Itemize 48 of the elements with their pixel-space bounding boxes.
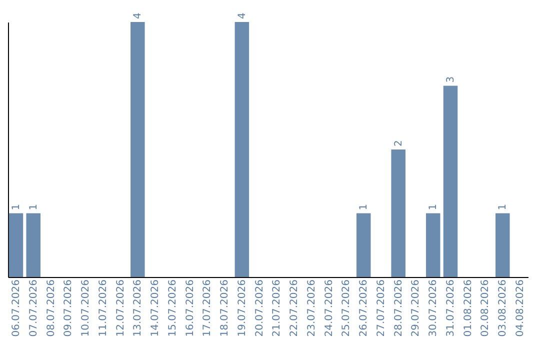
bar: [130, 22, 145, 277]
data-label: 1: [428, 204, 440, 210]
data-label: 1: [358, 204, 370, 210]
x-tick-label: 23.07.2026: [306, 280, 318, 337]
x-tick-label: 26.07.2026: [358, 280, 370, 337]
data-label: 4: [236, 12, 248, 19]
bar: [234, 22, 250, 277]
data-label: 4: [132, 12, 144, 19]
data-label: 3: [445, 76, 456, 83]
x-tick-label: 13.07.2026: [132, 280, 144, 337]
x-tick-label: 17.07.2026: [202, 280, 214, 337]
bar: [356, 213, 371, 277]
x-tick-label: 07.07.2026: [28, 280, 40, 337]
bar: [426, 213, 440, 277]
x-tick-label: 08.07.2026: [46, 280, 57, 337]
x-tick-label: 18.07.2026: [220, 280, 231, 337]
x-tick-label: 15.07.2026: [167, 280, 178, 337]
x-tick-label: 20.07.2026: [254, 280, 266, 337]
data-label: 1: [498, 204, 509, 210]
x-tick-label: 12.07.2026: [115, 280, 126, 337]
bar: [496, 213, 510, 277]
x-tick-label: 30.07.2026: [428, 280, 440, 337]
data-label: 1: [10, 204, 22, 210]
x-tick-label: 03.08.2026: [498, 280, 509, 337]
x-tick-label: 09.07.2026: [63, 280, 74, 337]
bar: [443, 86, 458, 277]
x-tick-label: 22.07.2026: [289, 280, 300, 337]
data-label: 2: [393, 140, 404, 146]
x-tick-label: 10.07.2026: [80, 280, 92, 337]
bar: [391, 150, 406, 277]
x-tick-label: 01.08.2026: [462, 280, 474, 337]
x-tick-label: 31.07.2026: [445, 280, 456, 337]
x-tick-label: 04.08.2026: [515, 280, 526, 337]
x-tick-label: 19.07.2026: [236, 280, 248, 337]
x-tick-label: 11.07.2026: [98, 280, 109, 337]
x-tick-label: 27.07.2026: [376, 280, 387, 337]
x-tick-label: 02.08.2026: [480, 280, 492, 337]
x-tick-label: 28.07.2026: [393, 280, 404, 337]
x-tick-label: 06.07.2026: [10, 280, 22, 337]
x-tick-label: 29.07.2026: [410, 280, 422, 337]
bar: [8, 213, 24, 277]
x-tick-label: 24.07.2026: [324, 280, 335, 337]
bar: [26, 213, 40, 277]
x-tick-label: 25.07.2026: [341, 280, 352, 337]
x-tick-label: 14.07.2026: [150, 280, 162, 337]
data-label: 1: [28, 204, 40, 210]
x-tick-label: 16.07.2026: [184, 280, 196, 337]
x-tick-label: 21.07.2026: [272, 280, 283, 337]
